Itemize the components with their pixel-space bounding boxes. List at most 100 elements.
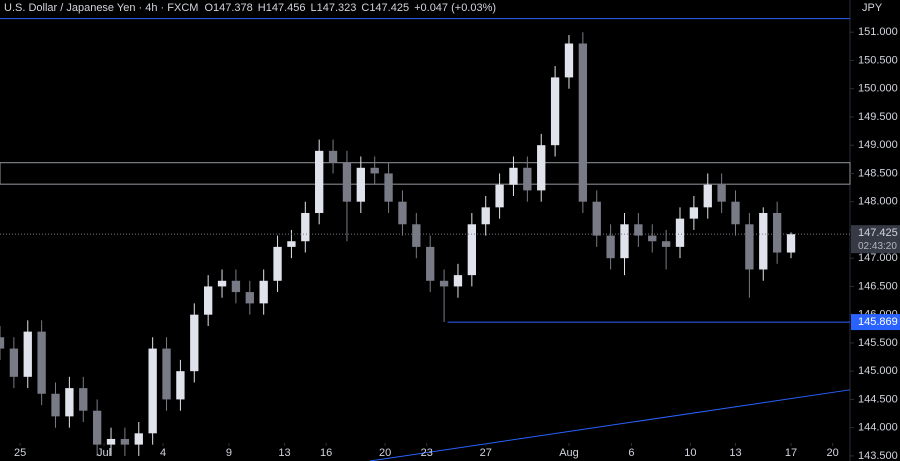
candle-body — [190, 314, 199, 372]
y-tick-label: 147.000 — [858, 252, 898, 264]
candle-body — [0, 337, 5, 349]
candle-body — [315, 150, 324, 213]
candle-body — [772, 212, 782, 253]
candle-body — [564, 43, 574, 78]
candle-body — [467, 224, 476, 276]
candle-body — [134, 433, 143, 445]
candle-body — [717, 184, 726, 202]
price-tag — [851, 225, 900, 254]
candle-body — [398, 201, 407, 225]
y-tick-label: 150.000 — [858, 83, 898, 95]
x-tick-label: 10 — [684, 447, 696, 459]
candle-body — [481, 207, 490, 225]
candle-body — [384, 173, 393, 202]
candle-body — [120, 438, 130, 445]
candle-body — [204, 286, 213, 315]
candle-body — [537, 145, 546, 191]
candle-body — [162, 348, 171, 400]
candle-body — [245, 292, 254, 304]
x-tick-label: 20 — [379, 447, 391, 459]
header-value: +0.047 (+0.03%) — [414, 2, 496, 14]
candle-body — [79, 388, 88, 411]
candle-body — [578, 43, 588, 202]
candle-body — [509, 167, 518, 185]
x-tick-label: 6 — [628, 447, 634, 459]
candle-body — [661, 241, 671, 247]
candle-body — [634, 224, 643, 236]
trendline — [369, 389, 851, 461]
candle-body — [550, 77, 560, 146]
y-tick-label: 144.500 — [858, 393, 898, 405]
support-tag — [851, 314, 900, 331]
price-tag-label: 147.425 — [858, 227, 898, 239]
candle-body — [217, 280, 227, 287]
candle-body — [301, 212, 310, 242]
candle-body — [328, 150, 338, 163]
y-tick-label: 145.000 — [858, 365, 898, 377]
y-tick-label: 145.500 — [858, 337, 898, 349]
candle-body — [9, 348, 19, 377]
plot-area — [0, 18, 851, 461]
header-value: L147.323 — [310, 2, 356, 14]
candle-body — [342, 162, 352, 202]
candle-body — [675, 218, 685, 247]
x-tick-label: 4 — [160, 447, 166, 459]
y-tick-label: 149.000 — [858, 139, 898, 151]
candle-body — [287, 241, 296, 247]
support-tag-label: 145.869 — [858, 316, 898, 328]
candle-body — [745, 224, 754, 270]
x-tick-label: 9 — [226, 447, 232, 459]
candle-body — [412, 224, 421, 247]
header-value: C147.425 — [361, 2, 409, 14]
candle-body — [231, 280, 241, 293]
candle-body — [689, 207, 699, 219]
chart-title: U.S. Dollar / Japanese Yen · 4h · FXCM — [4, 2, 198, 14]
x-tick-label: 13 — [278, 447, 290, 459]
candle-body — [606, 235, 615, 259]
candle-body — [453, 275, 463, 287]
price-axis: 143.500144.000144.500145.000145.500146.0… — [14, 26, 900, 461]
candle-body — [648, 235, 657, 242]
candle-body — [370, 167, 379, 174]
candle-body — [106, 438, 116, 445]
y-tick-label: 151.000 — [858, 26, 898, 38]
candle-body — [273, 246, 282, 281]
currency[interactable]: JPY — [862, 2, 883, 14]
candle-body — [620, 224, 629, 259]
candle-body — [703, 184, 712, 208]
candle-body — [426, 246, 435, 281]
y-tick-label: 149.500 — [858, 111, 898, 123]
candle-body — [51, 393, 60, 417]
countdown: 02:43:20 — [858, 241, 897, 252]
candle-body — [23, 331, 32, 377]
candle-body — [356, 167, 365, 202]
x-tick-label: 16 — [320, 447, 332, 459]
candle-body — [495, 184, 504, 208]
y-tick-label: 146.500 — [858, 280, 898, 292]
x-tick-label: 17 — [785, 447, 797, 459]
candle-body — [148, 348, 157, 434]
x-tick-label: 27 — [480, 447, 492, 459]
x-tick-label: 13 — [729, 447, 741, 459]
y-tick-label: 144.000 — [858, 422, 898, 434]
candle-body — [592, 201, 601, 236]
candle-body — [65, 388, 74, 417]
y-tick-label: 150.500 — [858, 54, 898, 66]
candle-body — [37, 331, 46, 394]
header-value: H147.456 — [258, 2, 306, 14]
y-tick-label: 148.000 — [858, 196, 898, 208]
header-value: O147.378 — [204, 2, 252, 14]
candle-body — [176, 371, 185, 400]
candle-body — [786, 234, 796, 253]
x-tick-label: 25 — [14, 447, 26, 459]
currency-box — [852, 0, 900, 17]
candle-body — [92, 410, 102, 445]
candle-body — [731, 201, 740, 225]
candle-body — [439, 280, 449, 287]
candle-body — [759, 212, 768, 270]
x-tick-label: 23 — [421, 447, 433, 459]
x-tick-label: Jul — [97, 447, 111, 459]
candle-body — [523, 167, 532, 191]
y-tick-label: 143.500 — [858, 450, 898, 461]
